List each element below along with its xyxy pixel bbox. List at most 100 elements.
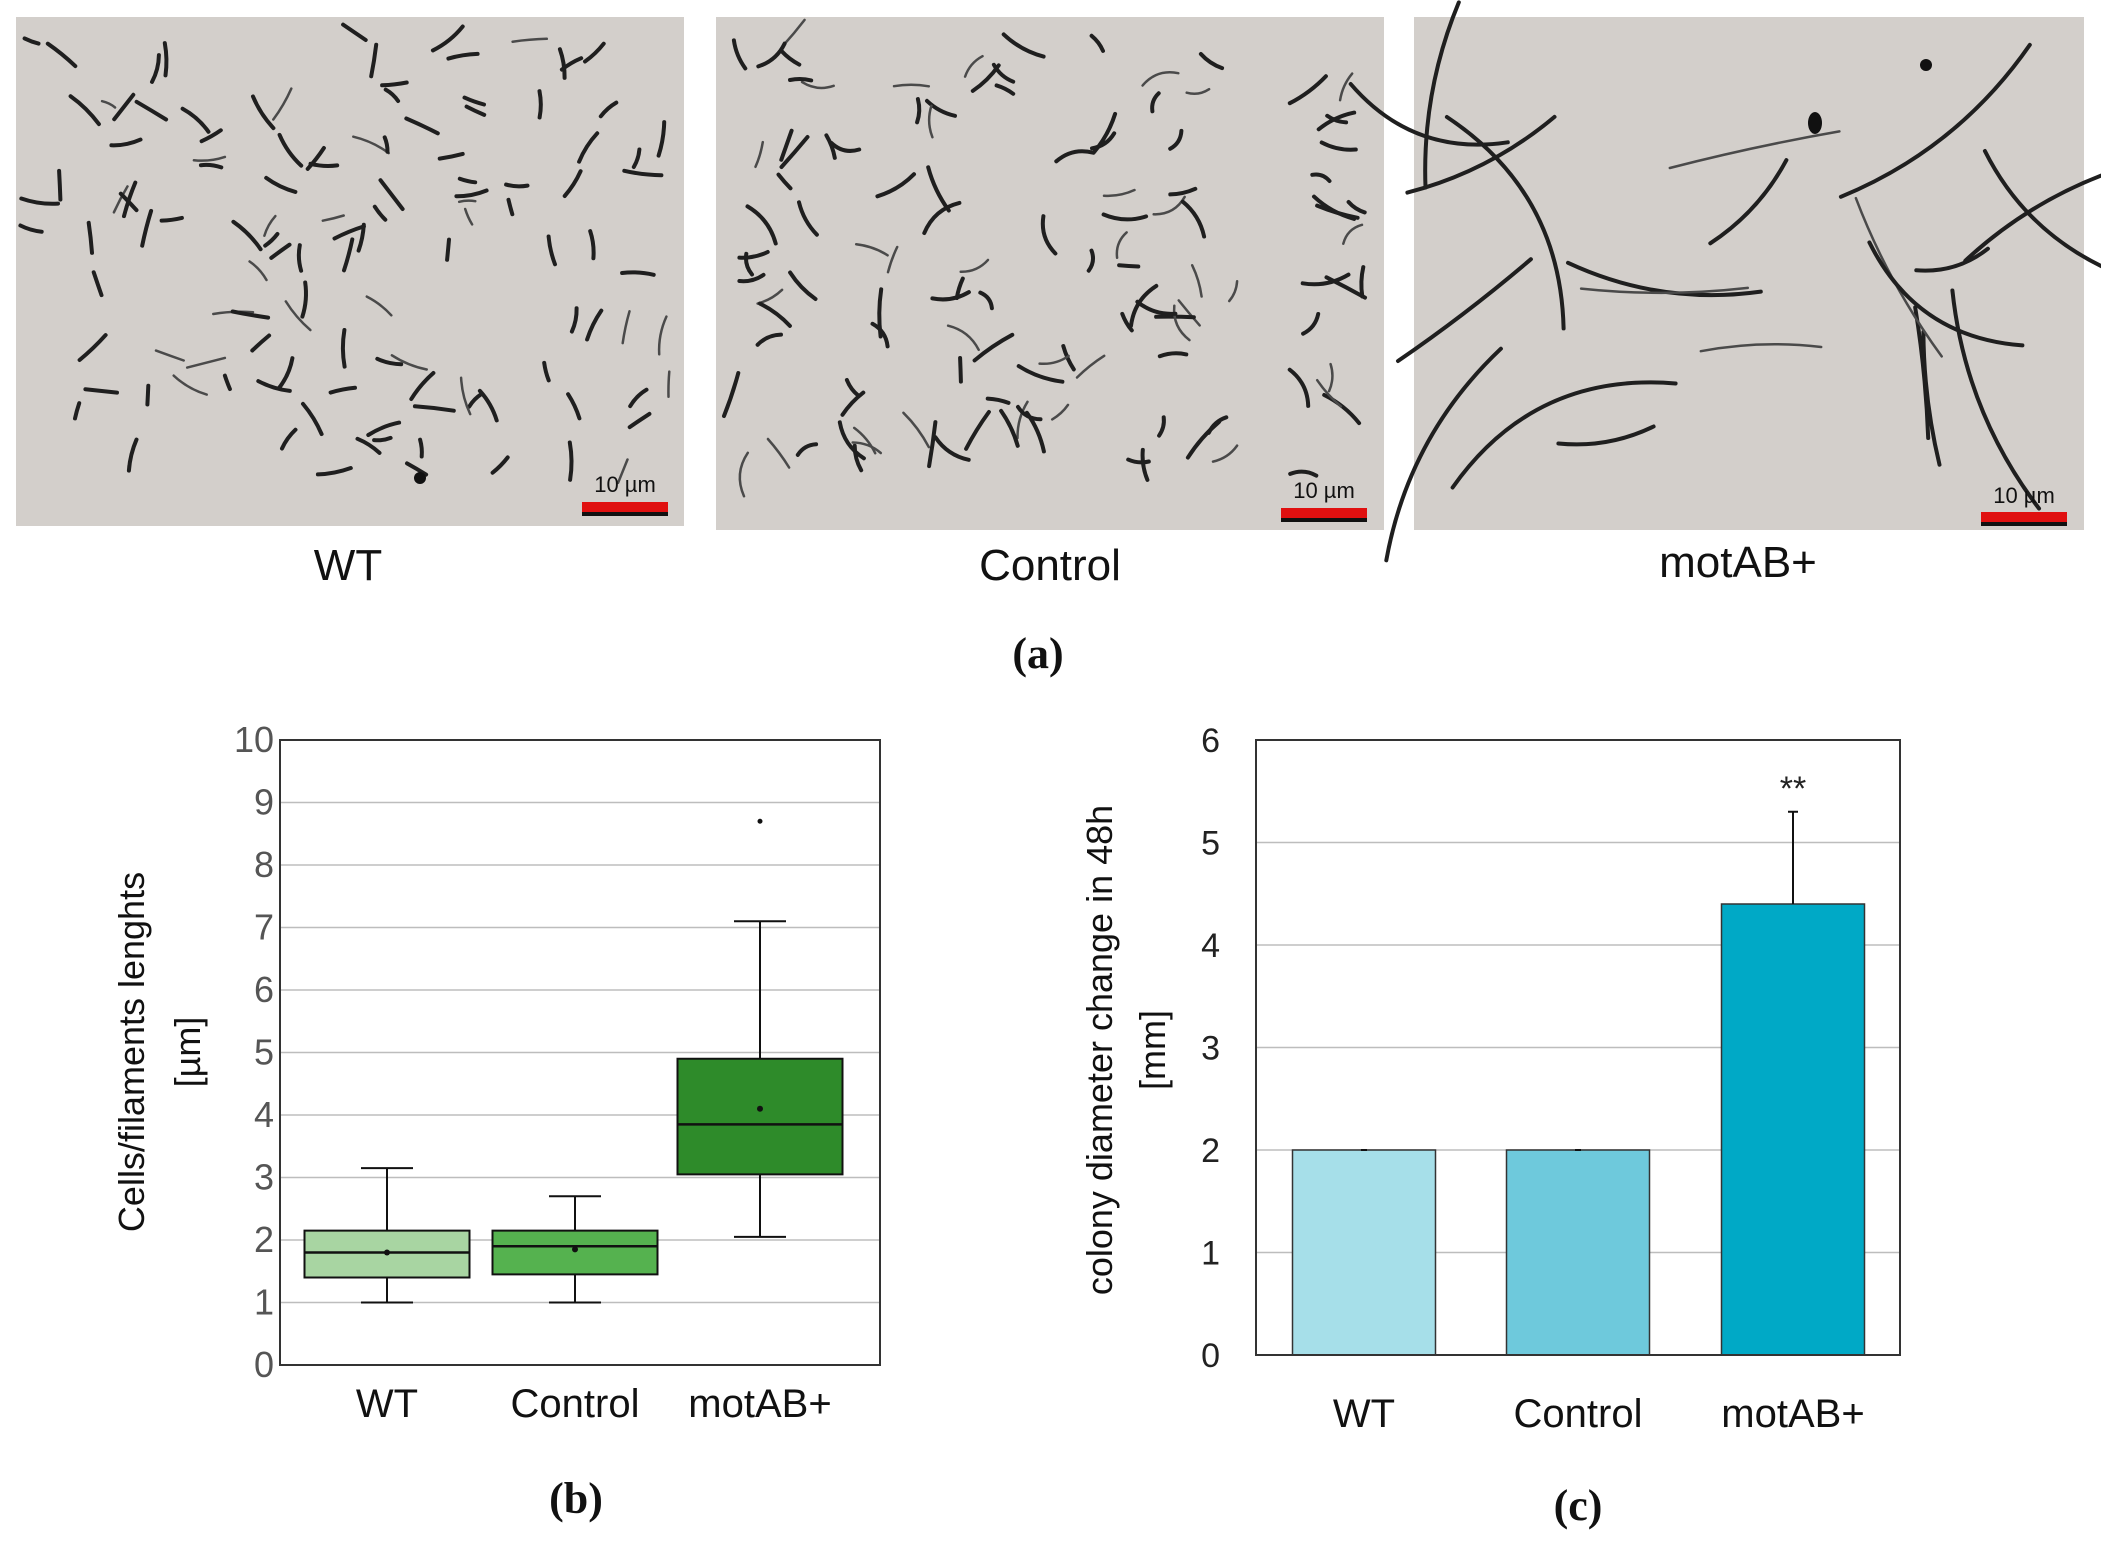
bacterial-cell xyxy=(946,324,980,352)
bacterial-cell xyxy=(405,461,429,477)
bacterial-cell xyxy=(657,315,668,356)
bacterial-cell xyxy=(248,260,268,282)
bacterial-cell xyxy=(366,420,402,437)
y-tick-label: 1 xyxy=(1201,1235,1220,1273)
bar xyxy=(1720,903,1866,1356)
bacterial-cell xyxy=(77,333,108,362)
bacterial-cell xyxy=(321,214,345,222)
bacterial-cell xyxy=(199,128,223,144)
bacterial-cell xyxy=(852,426,877,455)
bacterial-filament xyxy=(1444,115,1566,331)
bacterial-cell xyxy=(437,151,465,161)
bacterial-cell xyxy=(756,41,787,69)
x-tick-label: Control xyxy=(1514,1392,1643,1436)
mean-marker xyxy=(757,1105,763,1112)
bacterial-cell xyxy=(276,356,295,391)
y-tick-label: 1 xyxy=(254,1282,274,1323)
bacterial-cell xyxy=(68,94,101,127)
bacterial-filament xyxy=(1708,158,1789,246)
x-tick-label: motAB+ xyxy=(1721,1392,1864,1436)
bacterial-cell xyxy=(162,41,169,78)
bacterial-filament xyxy=(1423,0,1461,190)
bacterial-cell xyxy=(779,128,794,162)
x-tick-label: WT xyxy=(1333,1392,1395,1436)
bacterial-cell xyxy=(569,306,579,334)
bacterial-cell xyxy=(263,214,277,237)
bacterial-cell xyxy=(766,437,791,469)
y-tick-label: 9 xyxy=(254,782,274,823)
bacterial-cell xyxy=(462,95,486,107)
box-wt xyxy=(303,1167,471,1304)
bacterial-cell xyxy=(1102,188,1136,198)
micrograph-motab-background xyxy=(1414,17,2084,530)
bacterial-cell xyxy=(994,83,1016,96)
bacterial-cell xyxy=(985,396,1011,405)
bacterial-cell xyxy=(296,243,304,273)
bacterial-cell xyxy=(467,391,484,409)
y-tick-label: 0 xyxy=(1201,1337,1220,1375)
bacterial-cell xyxy=(1061,344,1076,372)
bacterial-cell xyxy=(1075,354,1106,379)
bacterial-cell xyxy=(927,420,938,469)
bar-chart: 0 1 2 3 4 5 6 ** WT Control motAB+ colony diamet… xyxy=(1079,722,1901,1530)
x-tick-label: motAB+ xyxy=(688,1382,831,1426)
bacterial-cell xyxy=(1050,403,1070,421)
bacterial-cell xyxy=(375,356,404,367)
bacterial-filament xyxy=(1348,82,1510,147)
outlier-point xyxy=(757,818,763,824)
x-tick-label: Control xyxy=(511,1382,640,1426)
bacterial-cell xyxy=(341,22,368,42)
bacterial-filament xyxy=(1450,380,1678,490)
bacterial-cell xyxy=(1319,140,1358,152)
micrograph-wt-scale-bar-shadow xyxy=(582,512,668,516)
micrograph-motab-scale-text: 10 µm xyxy=(1993,483,2055,508)
bacterial-cell xyxy=(1346,200,1367,215)
bacterial-cell xyxy=(251,94,276,131)
bacterial-cell xyxy=(1315,378,1343,408)
box-plot-y-ticks: 0 1 2 3 4 5 6 7 8 9 10 xyxy=(234,719,274,1385)
bacterial-cell xyxy=(263,232,280,248)
bacterial-cell xyxy=(277,132,304,168)
bacterial-cell xyxy=(1185,87,1211,96)
bacterial-cell xyxy=(454,188,489,199)
bacterial-cell xyxy=(112,185,129,214)
bacterial-cell xyxy=(418,437,424,459)
bacterial-cell xyxy=(959,258,990,273)
bar xyxy=(1291,1149,1437,1356)
bacterial-cell xyxy=(372,435,393,443)
micrograph-motab-scale-bar-shadow xyxy=(1981,522,2067,526)
bacterial-cell xyxy=(925,98,957,118)
bacterial-cell xyxy=(779,48,802,67)
panel-c-label: (c) xyxy=(1554,1481,1603,1530)
bacterial-filament xyxy=(1566,260,1763,298)
bacterial-filament xyxy=(1982,149,2101,269)
bacterial-cell xyxy=(280,427,298,451)
bacterial-cell xyxy=(722,371,741,418)
bacterial-cell xyxy=(378,178,405,211)
bacterial-cell xyxy=(100,99,117,109)
bacterial-cell xyxy=(930,290,971,302)
bacterial-cell xyxy=(870,321,890,349)
bacterial-cell xyxy=(300,280,308,319)
bacterial-cell xyxy=(1180,199,1207,239)
bacterial-cell xyxy=(145,383,151,407)
bacterial-cell xyxy=(430,24,465,53)
bacterial-filament xyxy=(1914,246,1990,273)
y-tick-label: 5 xyxy=(254,1032,274,1073)
bacterial-cell xyxy=(192,155,227,162)
bacterial-cell xyxy=(18,223,44,234)
bacterial-cell xyxy=(506,197,515,217)
bacterial-cell xyxy=(1312,194,1357,221)
bacterial-cell xyxy=(284,300,312,332)
bacterial-cell xyxy=(797,200,819,237)
bacterial-cell xyxy=(757,301,792,328)
bacterial-cell xyxy=(372,204,388,222)
micrograph-motab-cells xyxy=(1348,0,2101,563)
bacterial-cell xyxy=(1211,444,1239,463)
bacterial-cell xyxy=(958,356,963,384)
bar-chart-bars: ** xyxy=(1291,770,1866,1356)
bacterial-cell xyxy=(264,175,298,194)
bacterial-cell xyxy=(342,237,355,273)
bacterial-cell xyxy=(1129,283,1159,328)
bar-control xyxy=(1505,1149,1651,1356)
